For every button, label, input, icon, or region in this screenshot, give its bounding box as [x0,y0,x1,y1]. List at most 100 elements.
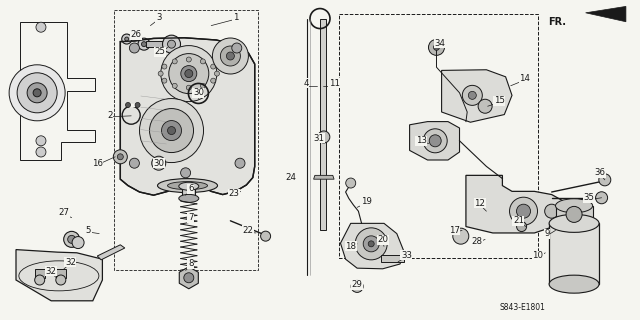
Text: 9: 9 [545,229,550,238]
Circle shape [172,59,177,64]
Text: 21: 21 [513,216,524,225]
Circle shape [129,43,140,53]
Ellipse shape [157,179,218,193]
Text: 25: 25 [154,47,166,56]
Text: 15: 15 [493,96,505,105]
Text: 18: 18 [345,242,356,251]
Circle shape [152,156,166,170]
Circle shape [135,102,140,108]
Circle shape [158,71,163,76]
Circle shape [478,99,492,113]
Circle shape [516,204,531,218]
Text: 20: 20 [377,236,388,244]
Circle shape [351,280,363,292]
Polygon shape [320,19,326,230]
Ellipse shape [168,181,207,189]
Text: S843-E1801: S843-E1801 [499,303,545,312]
Circle shape [180,66,197,82]
Circle shape [596,192,607,204]
Text: 29: 29 [352,280,362,289]
Polygon shape [381,255,404,262]
Polygon shape [340,223,404,269]
Circle shape [36,22,46,32]
Text: 27: 27 [58,208,70,217]
Circle shape [125,37,129,41]
Text: 26: 26 [131,30,142,39]
Circle shape [9,65,65,121]
Bar [114,10,258,270]
Circle shape [122,34,132,44]
Circle shape [235,158,245,168]
Text: 12: 12 [474,199,486,208]
Circle shape [17,73,57,113]
Circle shape [211,64,216,69]
Ellipse shape [549,275,599,293]
Polygon shape [410,122,460,160]
Text: 36: 36 [595,168,606,177]
Circle shape [163,35,180,53]
Circle shape [433,44,440,50]
Circle shape [129,158,140,168]
Text: 35: 35 [583,193,595,202]
Circle shape [429,39,445,55]
Text: 30: 30 [193,88,204,97]
Circle shape [168,40,175,48]
Polygon shape [314,175,334,179]
Polygon shape [182,186,195,198]
Circle shape [64,231,80,247]
Text: 1: 1 [233,13,238,22]
Circle shape [184,273,194,283]
Polygon shape [586,6,626,22]
Circle shape [211,78,216,83]
Circle shape [453,228,468,244]
Text: 22: 22 [243,226,254,235]
Circle shape [117,154,124,160]
Circle shape [36,147,46,157]
Text: 3: 3 [156,13,161,22]
Circle shape [168,126,175,134]
Circle shape [68,236,76,244]
Polygon shape [97,245,125,260]
Text: 6: 6 [188,184,193,193]
Text: 14: 14 [519,74,531,83]
Circle shape [214,71,220,76]
Circle shape [566,206,582,222]
Circle shape [150,108,193,153]
Text: 2: 2 [108,111,113,120]
Text: 10: 10 [532,252,543,260]
Circle shape [162,78,167,83]
Text: 4: 4 [303,79,308,88]
Circle shape [468,92,476,99]
Circle shape [364,236,380,252]
Circle shape [368,241,374,247]
Text: 28: 28 [471,237,483,246]
Circle shape [33,89,41,97]
Text: 30: 30 [153,159,164,168]
Circle shape [72,236,84,249]
Circle shape [516,221,527,232]
Circle shape [140,99,204,163]
Circle shape [227,52,234,60]
Circle shape [113,150,127,164]
Ellipse shape [556,199,593,213]
Circle shape [161,121,182,140]
Circle shape [318,131,330,143]
Circle shape [185,70,193,78]
Circle shape [346,178,356,188]
Text: 23: 23 [228,189,240,198]
Text: 11: 11 [328,79,340,88]
Circle shape [186,57,191,62]
Text: 5: 5 [86,226,91,235]
Polygon shape [120,38,255,195]
Circle shape [429,135,441,147]
Text: 32: 32 [45,267,57,276]
Text: FR.: FR. [548,17,566,27]
Polygon shape [146,41,172,47]
Circle shape [200,83,205,88]
Polygon shape [16,250,102,301]
Text: 16: 16 [92,159,103,168]
Bar [339,14,538,258]
Circle shape [423,129,447,153]
Text: 17: 17 [449,226,460,235]
Circle shape [180,168,191,178]
